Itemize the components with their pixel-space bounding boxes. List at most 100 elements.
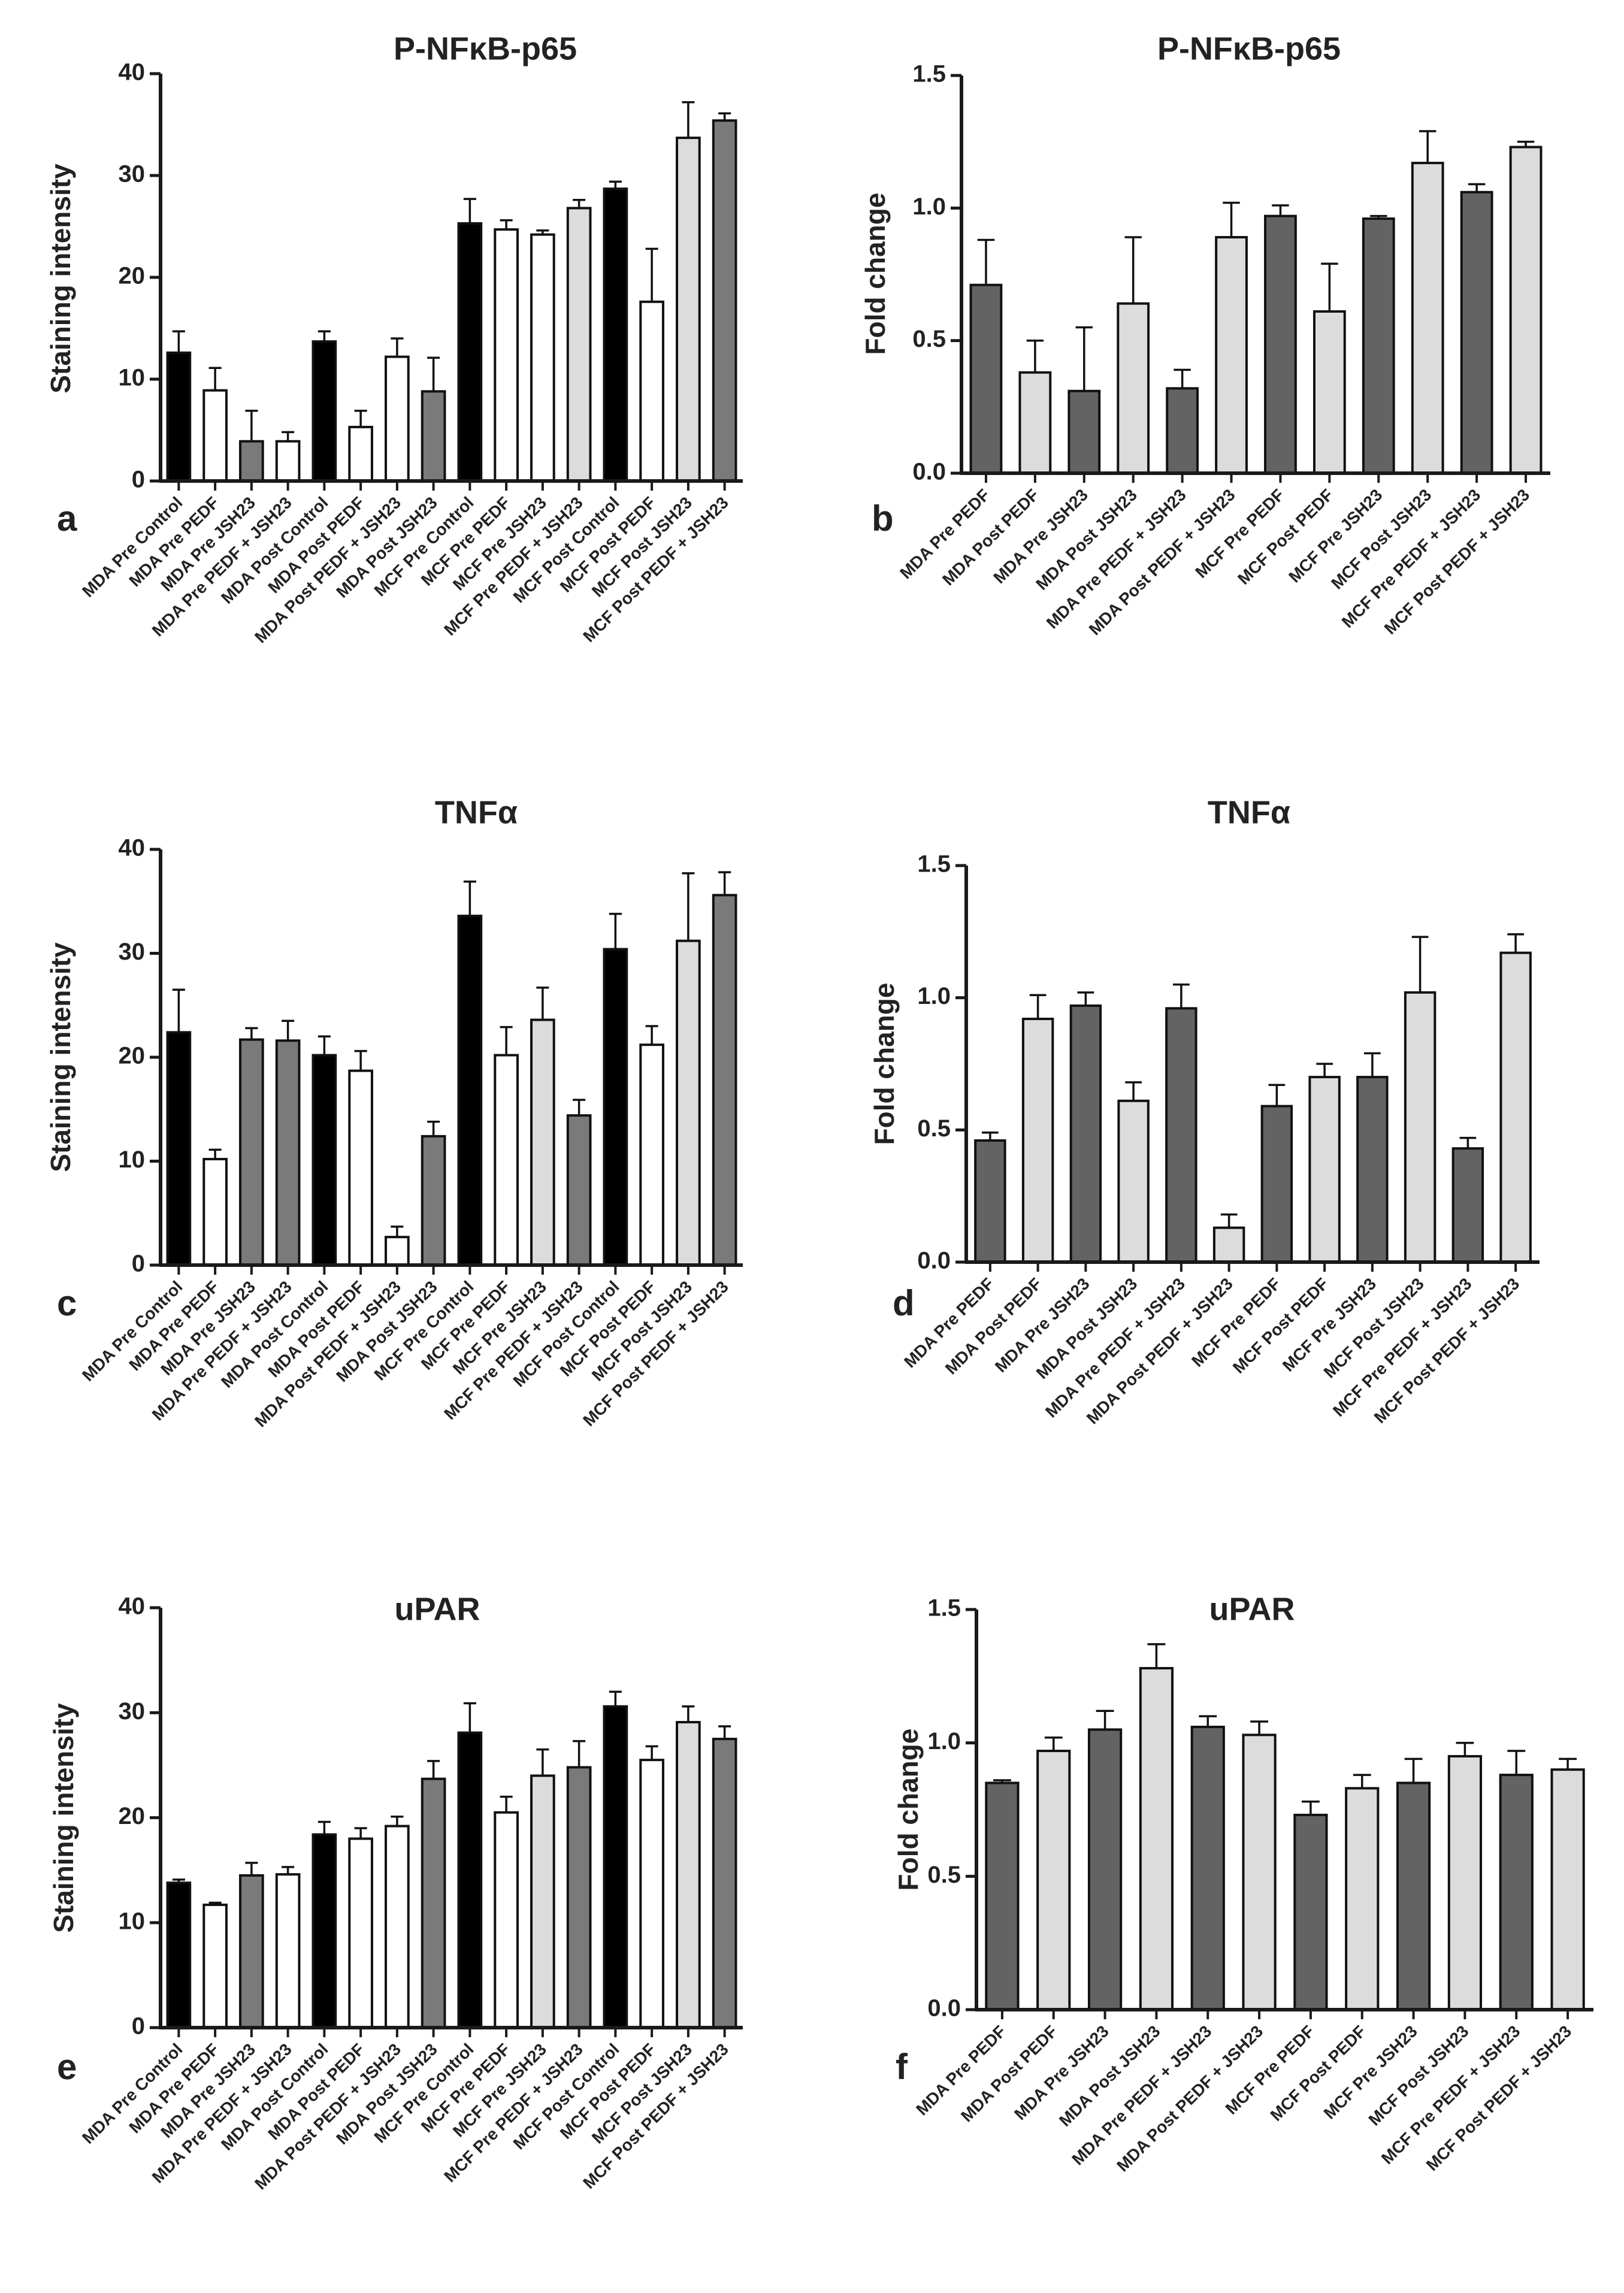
bar	[1362, 217, 1395, 474]
bar	[1550, 1768, 1585, 2011]
bar	[1165, 1007, 1197, 1263]
chart-title: uPAR	[395, 1591, 480, 1627]
y-tick-label: 0.5	[917, 1115, 951, 1142]
y-tick-label: 1.0	[912, 193, 946, 220]
bar	[639, 1759, 664, 2029]
y-axis-label: Fold change	[860, 193, 891, 355]
bar	[1036, 1750, 1071, 2011]
bar	[676, 939, 701, 1267]
bar	[1404, 991, 1437, 1263]
chart-title: TNFα	[1208, 794, 1290, 830]
bar	[969, 283, 1003, 474]
bar	[530, 1774, 555, 2029]
bar	[1018, 371, 1052, 475]
panel-letter: f	[896, 2047, 908, 2087]
bar	[1190, 1725, 1225, 2011]
bar	[1212, 1226, 1245, 1264]
y-tick-label: 40	[119, 835, 146, 861]
y-tick-label: 1.5	[917, 851, 951, 878]
y-tick-label: 30	[119, 161, 146, 187]
bar	[639, 300, 664, 482]
y-tick-label: 0	[132, 1251, 145, 1277]
bar	[421, 390, 446, 483]
y-tick-label: 1.5	[912, 61, 946, 87]
bar	[712, 119, 737, 482]
bar	[1356, 1076, 1389, 1263]
bar	[1069, 1004, 1102, 1263]
bar	[1451, 1147, 1484, 1264]
bar	[385, 1236, 410, 1267]
bar	[202, 389, 228, 483]
y-tick-label: 0.5	[927, 1862, 961, 1888]
bar	[202, 1158, 228, 1267]
x-tick-label: MDA Pre PEDF	[912, 2022, 1009, 2119]
y-axis-label: Staining intensity	[48, 1703, 79, 1933]
y-tick-label: 20	[119, 263, 146, 289]
bar	[1308, 1076, 1341, 1263]
x-tick-label: MCF Pre PEDF	[1222, 2022, 1318, 2118]
bar	[1460, 190, 1493, 474]
chart-title: TNFα	[435, 794, 518, 830]
bar	[275, 440, 301, 483]
bar	[385, 1825, 410, 2029]
y-tick-label: 0.0	[912, 459, 946, 485]
bar	[1067, 389, 1101, 474]
bar	[676, 137, 701, 483]
bar	[1260, 1105, 1293, 1263]
bar	[385, 355, 410, 482]
chart-panel-f: uPAR Fold change f 0.0 0.5 1.0 1.5 MDA Pre PEDF…	[893, 1591, 1593, 2175]
bar	[676, 1721, 701, 2029]
y-tick-label: 1.0	[927, 1728, 961, 1754]
y-tick-label: 10	[119, 1908, 146, 1934]
bar	[566, 1766, 592, 2029]
y-tick-label: 0.5	[912, 326, 946, 352]
x-tick-label: MDA Pre PEDF	[896, 485, 993, 582]
bar	[457, 915, 483, 1267]
bar	[1509, 146, 1543, 474]
bar	[457, 1731, 483, 2029]
x-tick-label: MCF Pre JSH23	[1320, 2022, 1421, 2122]
bar	[239, 1874, 264, 2029]
bar	[239, 1038, 264, 1266]
y-tick-label: 0	[132, 467, 145, 493]
y-tick-label: 0	[132, 2013, 145, 2040]
panel-letter: d	[893, 1283, 915, 1323]
y-tick-label: 40	[119, 1593, 146, 1620]
bar	[348, 1069, 373, 1267]
bar	[603, 187, 628, 482]
bar	[1447, 1754, 1483, 2011]
panel-letter: b	[872, 498, 894, 539]
bar	[1499, 1774, 1534, 2011]
bar	[985, 1781, 1020, 2011]
bar	[1396, 1781, 1431, 2011]
y-tick-label: 0.0	[927, 1995, 961, 2022]
panel-letter: a	[57, 498, 77, 539]
bar	[1345, 1787, 1380, 2011]
bar	[1021, 1017, 1054, 1264]
bar	[1087, 1728, 1123, 2011]
panel-letter: c	[57, 1283, 77, 1323]
y-tick-label: 10	[119, 365, 146, 391]
bar	[639, 1043, 664, 1267]
y-tick-label: 10	[119, 1146, 146, 1173]
chart-title: P-NFκB-p65	[1157, 31, 1341, 66]
chart-panel-b: P-NFκB-p65 Fold change b 0.0 0.5 1.0 1.5 MDA Pr…	[860, 31, 1550, 639]
bar	[166, 1881, 192, 2029]
y-tick-label: 30	[119, 1698, 146, 1725]
bar	[1411, 162, 1444, 474]
bar	[312, 1833, 337, 2029]
y-tick-label: 1.5	[927, 1595, 961, 1622]
bar	[348, 1837, 373, 2029]
y-axis-label: Staining intensity	[45, 164, 76, 394]
bar	[494, 1811, 519, 2029]
bar	[421, 1777, 446, 2029]
bar	[1242, 1734, 1277, 2011]
bar	[202, 1903, 228, 2029]
bar	[421, 1135, 446, 1266]
y-tick-label: 40	[119, 59, 146, 86]
bar	[1312, 310, 1346, 474]
bar	[566, 207, 592, 482]
y-tick-label: 0.0	[917, 1248, 951, 1274]
